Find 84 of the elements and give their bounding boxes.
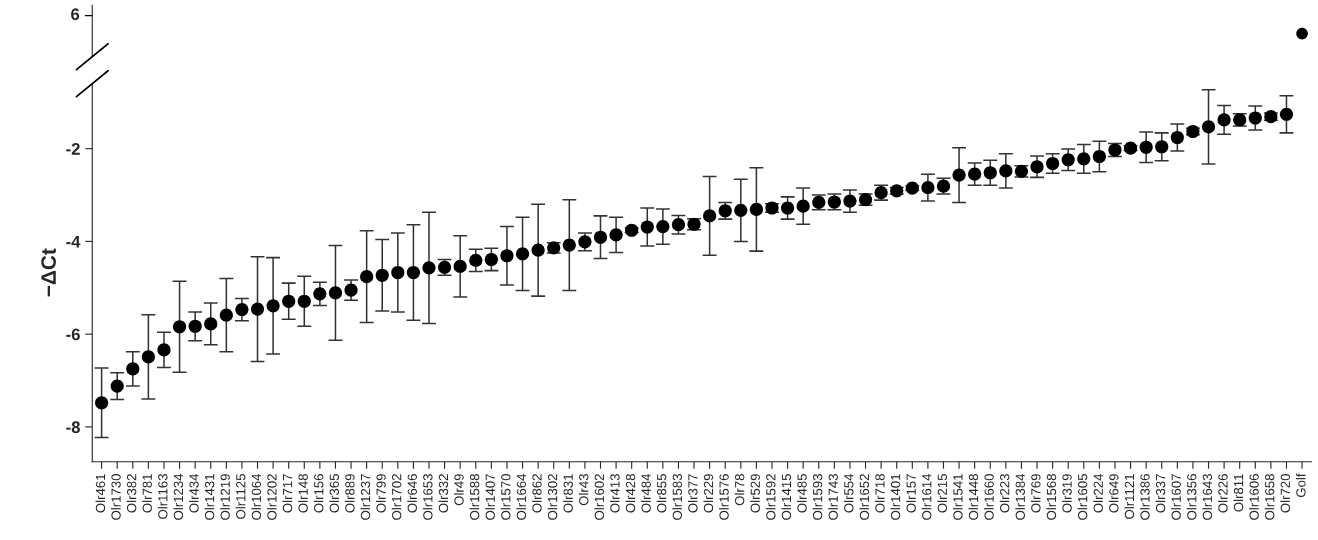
- x-tick-label: Olr646: [407, 474, 417, 513]
- x-tick-label: Olr1431: [204, 474, 215, 520]
- x-tick-label: Olr1588: [469, 474, 480, 520]
- x-tick-label: Olr1401: [890, 474, 901, 520]
- x-tick-label: Olr365: [329, 474, 340, 513]
- x-tick-label: Olr337: [1155, 474, 1166, 513]
- x-tick-label: Olr1664: [516, 473, 527, 520]
- x-tick-label: Olr1219: [220, 474, 230, 520]
- x-tick-label: Olr1658: [1264, 474, 1275, 520]
- x-tick-label: Olr1386: [1140, 474, 1150, 520]
- x-tick-label: Olr1121: [1124, 474, 1135, 519]
- x-tick-label: Olr649: [1108, 474, 1119, 513]
- x-tick-label: Olr1652: [859, 474, 870, 520]
- x-tick-label: Olr1125: [235, 474, 246, 519]
- x-tick-label: Olr49: [454, 474, 464, 506]
- x-tick-label: Olr1237: [360, 474, 371, 520]
- x-tick-label: Olr78: [734, 474, 745, 506]
- x-tick-label: Olr1302: [547, 474, 558, 520]
- x-tick-label: Olr1163: [157, 474, 168, 519]
- x-tick-label: Olr717: [282, 474, 293, 513]
- x-tick-label: Olr1570: [500, 474, 511, 520]
- x-tick-label: Olr799: [376, 474, 386, 513]
- x-tick-label: Olr485: [797, 474, 807, 513]
- y-tick-label: -6: [66, 328, 80, 341]
- x-tick-label: Olr226: [1217, 474, 1228, 513]
- x-tick-label: Olr1743: [828, 474, 838, 520]
- x-tick-label: Olr554: [843, 473, 854, 513]
- x-tick-label: Golf: [1295, 473, 1306, 498]
- x-tick-label: Olr484: [641, 473, 651, 513]
- x-tick-label: Olr1592: [765, 474, 776, 520]
- x-tick-label: Olr1730: [111, 474, 121, 520]
- x-tick-label: Olr1384: [1015, 473, 1025, 520]
- x-tick-label: Olr1576: [719, 474, 729, 520]
- x-tick-label: Olr1202: [266, 474, 277, 520]
- y-tick-label: -8: [66, 421, 80, 434]
- x-tick-label: Olr1568: [1046, 474, 1057, 520]
- x-tick-label: Olr1614: [921, 473, 932, 520]
- x-tick-label: Olr1702: [391, 474, 402, 520]
- x-tick-label: Olr1407: [485, 474, 495, 520]
- x-tick-label: Olr413: [609, 474, 620, 513]
- x-tick-label: Olr1415: [781, 474, 792, 520]
- x-tick-label: Olr1653: [422, 474, 433, 520]
- x-tick-label: Olr781: [142, 474, 152, 513]
- x-tick-label: Olr332: [438, 474, 449, 513]
- x-tick-label: Olr377: [687, 474, 698, 513]
- y-axis-title: −ΔCt: [41, 248, 56, 297]
- x-tick-label: Olr855: [656, 474, 667, 513]
- x-tick-label: Olr382: [126, 474, 137, 513]
- x-tick-label: Olr831: [563, 474, 573, 513]
- x-tick-label: Olr43: [578, 474, 589, 506]
- x-tick-label: Olr1643: [1202, 474, 1213, 520]
- x-tick-label: Olr224: [1093, 473, 1103, 513]
- x-tick-label: Olr215: [937, 474, 948, 513]
- x-tick-label: Olr1602: [594, 474, 605, 520]
- x-tick-label: Olr223: [999, 474, 1010, 513]
- x-tick-label: Olr1606: [1249, 474, 1259, 520]
- x-tick-label: Olr229: [703, 474, 714, 513]
- text: 6: [71, 8, 80, 21]
- y-tick-label: -2: [66, 143, 80, 155]
- x-tick-label: Olr1605: [1077, 474, 1088, 520]
- x-tick-label: Olr434: [189, 473, 199, 513]
- y-tick-label: -4: [66, 235, 81, 248]
- x-tick-label: Olr148: [298, 474, 308, 513]
- x-tick-label: Olr769: [1030, 474, 1041, 513]
- x-tick-label: Olr1607: [1171, 474, 1181, 520]
- x-tick-label: Olr811: [1233, 474, 1244, 512]
- x-tick-label: Olr1593: [812, 474, 823, 520]
- x-tick-label: Olr1541: [952, 474, 963, 520]
- x-tick-label: Olr529: [750, 474, 760, 513]
- x-tick-label: Olr862: [531, 474, 542, 513]
- x-tick-label: Olr1234: [173, 473, 184, 520]
- x-tick-label: Olr1064: [251, 473, 262, 520]
- x-tick-label: Olr889: [344, 474, 355, 513]
- x-tick-label: Olr1660: [984, 474, 994, 520]
- x-tick-label: Olr461: [95, 474, 106, 513]
- x-tick-label: Olr157: [906, 474, 916, 513]
- x-tick-label: Olr156: [313, 474, 324, 513]
- x-tick-label: Olr718: [874, 474, 885, 513]
- x-tick-label: Olr1448: [968, 474, 979, 520]
- x-tick-label: Olr1356: [1186, 474, 1197, 520]
- x-tick-label: Olr720: [1280, 474, 1291, 513]
- x-tick-label: Olr1583: [672, 474, 682, 520]
- x-tick-label: Olr428: [625, 474, 636, 513]
- x-tick-label: Olr319: [1062, 474, 1072, 513]
